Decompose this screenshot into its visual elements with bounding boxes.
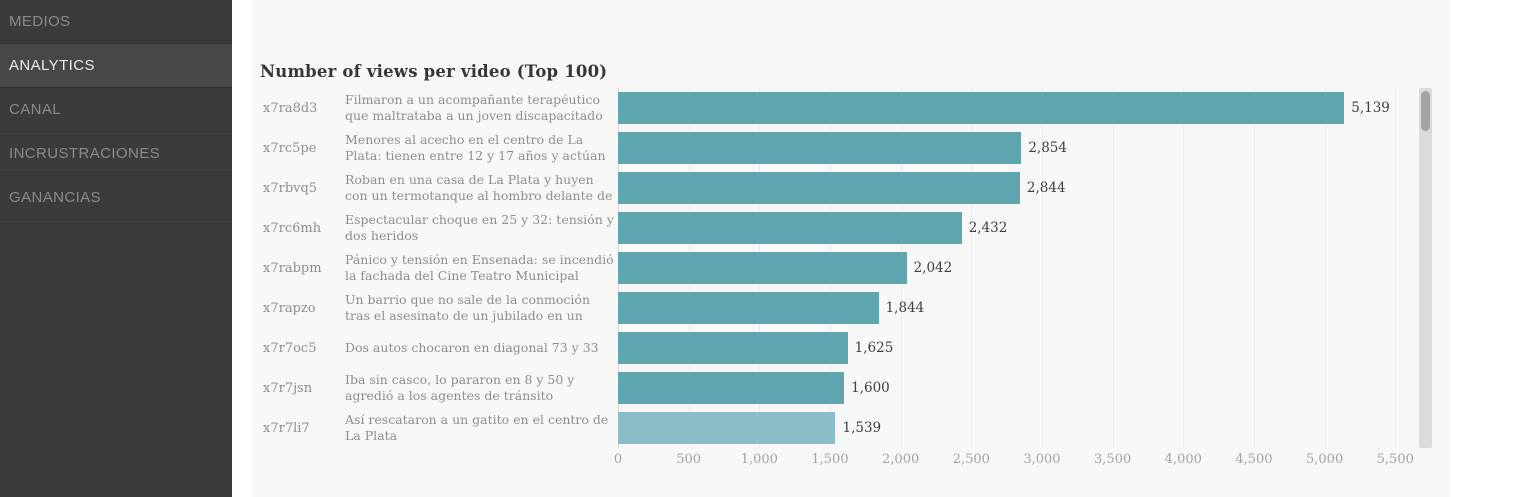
chart-row: x7r7li7 Así rescataron a un gatito en el …: [263, 408, 1408, 448]
bar-value-label: 1,600: [851, 380, 890, 396]
sidebar-item-ganancias[interactable]: GANANCIAS: [0, 176, 232, 220]
x-axis-tick-label: 500: [676, 452, 702, 467]
video-id: x7r7oc5: [263, 340, 317, 356]
x-axis-tick-label: 3,500: [1094, 452, 1132, 467]
chart-title: Number of views per video (Top 100): [260, 62, 608, 81]
bar-cell: 5,139: [618, 88, 1408, 128]
chart-row: x7rabpm Pánico y tensión en Ensenada: se …: [263, 248, 1408, 288]
bar-value-label: 1,625: [854, 340, 894, 356]
x-axis-tick-label: 1,000: [740, 452, 778, 467]
views-bar[interactable]: [618, 372, 845, 404]
bar-value-label: 2,854: [1028, 140, 1067, 156]
video-title: Menores al acecho en el centro de La Pla…: [345, 132, 606, 163]
video-id: x7rc6mh: [263, 220, 322, 236]
sidebar-item-canal[interactable]: CANAL: [0, 88, 232, 132]
views-bar[interactable]: [618, 292, 879, 324]
x-axis-tick-label: 2,500: [952, 452, 990, 467]
sidebar-item-label: CANAL: [9, 101, 62, 118]
bar-value-label: 2,042: [913, 260, 953, 276]
bar-value-label: 1,844: [885, 300, 925, 316]
bar-value-label: 2,432: [968, 220, 1008, 236]
video-id: x7r7jsn: [263, 380, 313, 396]
views-bar[interactable]: [618, 92, 1345, 124]
bar-cell: 1,844: [618, 288, 1408, 328]
views-bar[interactable]: [618, 172, 1020, 204]
sidebar-item-incrustraciones[interactable]: INCRUSTRACIONES: [0, 132, 232, 176]
chart-scrollbar[interactable]: [1419, 88, 1432, 448]
chart-row: x7rc5pe Menores al acecho en el centro de…: [263, 128, 1408, 168]
video-id: x7r7li7: [263, 420, 310, 436]
x-axis-tick-label: 2,000: [882, 452, 920, 467]
chart-row: x7r7oc5 Dos autos chocaron en diagonal 73…: [263, 328, 1408, 368]
video-id: x7rabpm: [263, 260, 322, 276]
views-bar[interactable]: [618, 252, 907, 284]
sidebar-gutter: [232, 0, 252, 497]
chart-row: x7rc6mh Espectacular choque en 25 y 32: t…: [263, 208, 1408, 248]
gridline: [1112, 88, 1114, 448]
chart-row: x7ra8d3 Filmaron a un acompañante terapéu…: [263, 88, 1408, 128]
gridline: [1395, 88, 1397, 448]
bar-cell: 2,854: [618, 128, 1408, 168]
views-bar[interactable]: [618, 412, 836, 444]
sidebar: MEDIOS ANALYTICS CANAL INCRUSTRACIONES G…: [0, 0, 232, 497]
x-axis-tick-label: 4,000: [1164, 452, 1202, 467]
sidebar-item-label: INCRUSTRACIONES: [9, 145, 161, 162]
bar-value-label: 1,539: [842, 420, 882, 436]
gridline: [1183, 88, 1185, 448]
chart-row: x7rapzo Un barrio que no sale de la conmo…: [263, 288, 1408, 328]
x-axis-tick-label: 5,000: [1306, 452, 1344, 467]
video-title: Espectacular choque en 25 y 32: tensión …: [345, 212, 614, 243]
video-title: Así rescataron a un gatito en el centro …: [345, 412, 609, 443]
sidebar-item-label: GANANCIAS: [9, 189, 101, 206]
chart-row: x7rbvq5 Roban en una casa de La Plata y h…: [263, 168, 1408, 208]
bar-value-label: 5,139: [1351, 100, 1390, 116]
x-axis-tick-label: 4,500: [1235, 452, 1273, 467]
bar-value-label: 2,844: [1026, 180, 1066, 196]
video-title: Pánico y tensión en Ensenada: se incendi…: [345, 252, 614, 283]
video-title: Dos autos chocaron en diagonal 73 y 33: [345, 340, 599, 355]
video-title: Roban en una casa de La Plata y huyen co…: [345, 172, 613, 203]
bar-cell: 1,539: [618, 408, 1408, 448]
x-axis-tick-label: 1,500: [811, 452, 849, 467]
video-title: Iba sin casco, lo pararon en 8 y 50 y ag…: [345, 372, 575, 403]
gridline: [1041, 88, 1043, 448]
bar-cell: 2,042: [618, 248, 1408, 288]
chart-scrollbar-thumb[interactable]: [1421, 91, 1430, 131]
bar-cell: 1,625: [618, 328, 1408, 368]
sidebar-item-medios[interactable]: MEDIOS: [0, 0, 232, 44]
video-title: Filmaron a un acompañante terapéutico qu…: [345, 92, 603, 123]
x-axis-tick-label: 5,500: [1376, 452, 1414, 467]
sidebar-item-analytics[interactable]: ANALYTICS: [0, 44, 232, 88]
views-bar[interactable]: [618, 212, 962, 244]
chart-row: x7r7jsn Iba sin casco, lo pararon en 8 y …: [263, 368, 1408, 408]
chart-plot-area: 0 500 1,000 1,500 2,000 2,500 3,000 3,500 4,000 4…: [614, 88, 1414, 467]
bar-cell: 1,600: [618, 368, 1408, 408]
gridline: [1253, 88, 1255, 448]
x-axis-tick-label: 3,000: [1023, 452, 1061, 467]
gridline: [1324, 88, 1326, 448]
bar-cell: 2,844: [618, 168, 1408, 208]
chart-rows: x7ra8d3 Filmaron a un acompañante terapéu…: [263, 88, 1408, 448]
video-id: x7ra8d3: [263, 100, 318, 116]
sidebar-item-label: MEDIOS: [9, 13, 71, 30]
gridline: [971, 88, 973, 448]
video-id: x7rapzo: [263, 300, 316, 316]
content-panel: Number of views per video (Top 100) 0 500…: [252, 0, 1450, 497]
views-bar[interactable]: [618, 132, 1022, 164]
video-id: x7rbvq5: [263, 180, 318, 196]
sidebar-item-label: ANALYTICS: [9, 57, 95, 74]
bar-cell: 2,432: [618, 208, 1408, 248]
x-axis-tick-label: 0: [613, 452, 623, 467]
video-id: x7rc5pe: [263, 140, 317, 156]
video-title: Un barrio que no sale de la conmoción tr…: [345, 292, 590, 323]
views-bar[interactable]: [618, 332, 848, 364]
